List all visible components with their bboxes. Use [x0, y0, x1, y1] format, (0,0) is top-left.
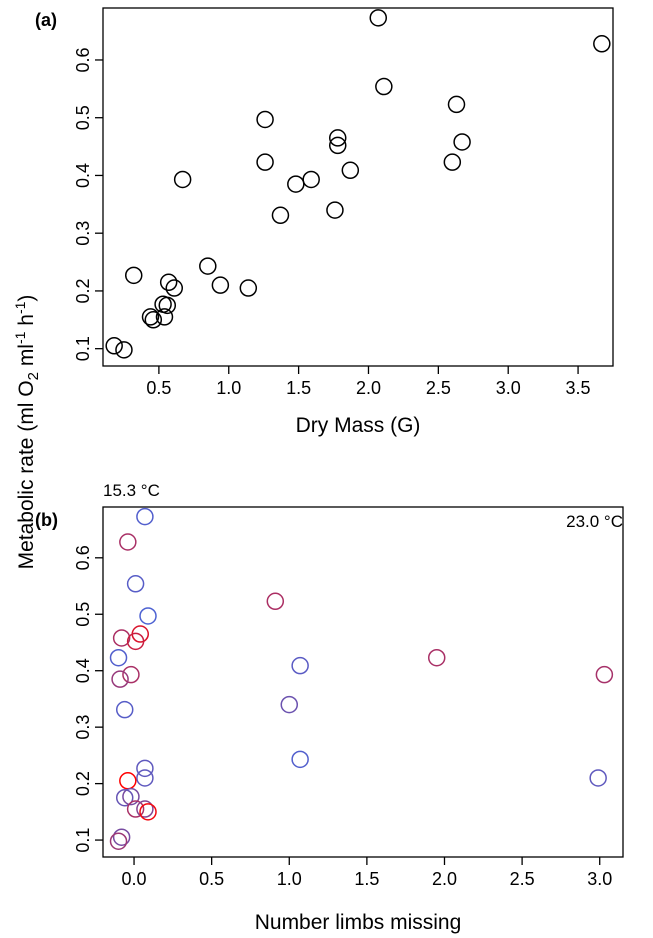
- ticks-b: 0.0 0.5 1.0 1.5 2.0 2.5 3.0 0.1 0.2 0.3 0.4 0.5 0.6: [73, 545, 612, 889]
- data-point: [165, 279, 184, 297]
- y-tick-label: 0.6: [73, 47, 93, 72]
- data-point: [136, 507, 154, 526]
- data-point: [126, 632, 145, 651]
- data-point: [593, 35, 611, 53]
- temperature-high-label: 23.0 °C: [566, 512, 623, 531]
- data-point: [122, 665, 140, 684]
- data-point: [328, 129, 347, 147]
- y-tick-label: 0.5: [73, 105, 93, 130]
- x-tick-label: 1.5: [286, 378, 311, 398]
- y-tick-label: 0.1: [73, 828, 93, 853]
- data-point: [595, 665, 614, 684]
- x-tick-label: 2.0: [432, 869, 457, 889]
- data-point: [119, 772, 137, 790]
- data-point: [291, 656, 309, 675]
- data-point: [115, 788, 134, 807]
- panel-label-b: (b): [35, 510, 58, 530]
- data-point: [271, 206, 290, 225]
- data-point: [291, 750, 309, 769]
- data-point: [375, 77, 393, 96]
- y-tick-label: 0.2: [73, 278, 93, 303]
- data-point: [287, 175, 305, 193]
- data-point: [326, 201, 344, 219]
- data-point: [453, 133, 471, 151]
- data-point: [109, 648, 128, 667]
- data-point: [126, 800, 145, 818]
- data-point: [328, 136, 347, 155]
- x-tick-label: 1.5: [354, 869, 379, 889]
- x-tick-label: 2.0: [356, 378, 381, 398]
- y-tick-label: 0.6: [73, 545, 93, 570]
- x-tick-label: 0.5: [199, 869, 224, 889]
- data-point: [369, 9, 388, 27]
- points-b: [109, 507, 614, 850]
- data-point: [112, 828, 131, 846]
- data-point: [280, 695, 299, 714]
- data-point: [302, 170, 320, 189]
- data-point: [341, 161, 360, 180]
- data-point: [126, 575, 145, 593]
- x-tick-label: 2.5: [510, 869, 535, 889]
- data-point: [589, 769, 607, 787]
- data-point: [139, 607, 157, 625]
- data-point: [159, 273, 178, 292]
- data-point: [136, 769, 154, 787]
- points-a: [105, 9, 611, 359]
- data-point: [124, 266, 143, 285]
- data-point: [199, 257, 217, 275]
- data-point: [112, 629, 131, 647]
- panel-b: (b) 0.0 0.5 1.0 1.5 2.0 2.5 3.0 0.1 0.2 0.3 0.4 0.5…: [35, 506, 624, 934]
- data-point: [256, 110, 274, 129]
- x-tick-label: 1.0: [216, 378, 241, 398]
- data-point: [122, 787, 140, 806]
- y-tick-label: 0.3: [73, 715, 93, 740]
- data-point: [239, 279, 258, 297]
- data-point: [427, 648, 446, 667]
- y-tick-label: 0.1: [73, 336, 93, 361]
- data-point: [119, 533, 137, 551]
- data-point: [115, 700, 134, 719]
- y-tick-label: 0.4: [73, 163, 93, 188]
- data-point: [256, 153, 274, 171]
- data-point: [211, 276, 230, 294]
- y-tick-label: 0.4: [73, 658, 93, 683]
- data-point: [447, 95, 466, 114]
- data-point: [111, 670, 129, 688]
- y-tick-label: 0.5: [73, 602, 93, 627]
- y-tick-label: 0.3: [73, 221, 93, 246]
- plot-frame-a: [102, 7, 614, 367]
- panel-a: (a) 0.5 1.0 1.5 2.0 2.5 3.0 3.50.10.20.30.40.5…: [35, 7, 614, 437]
- data-point: [109, 832, 128, 850]
- x-tick-label: 1.0: [277, 869, 302, 889]
- x-tick-label: 3.0: [496, 378, 521, 398]
- y-axis-title: Metabolic rate (ml O2 ml-1 h-1): [12, 295, 42, 570]
- x-tick-label: 2.5: [426, 378, 451, 398]
- data-point: [443, 153, 462, 171]
- x-tick-label: 0.0: [122, 869, 147, 889]
- data-point: [136, 800, 154, 818]
- data-point: [155, 308, 174, 326]
- data-point: [158, 296, 177, 315]
- data-point: [173, 170, 192, 189]
- data-point: [144, 311, 163, 329]
- x-axis-title-a: Dry Mass (G): [296, 414, 421, 437]
- y-tick-label: 0.2: [73, 771, 93, 796]
- temperature-low-label: 15.3 °C: [103, 481, 160, 500]
- panel-label-a: (a): [35, 10, 57, 30]
- ticks-a: 0.5 1.0 1.5 2.0 2.5 3.0 3.5 0.1 0.2 0.3 0.4 0.5 0.6: [73, 47, 591, 398]
- x-axis-title-b: Number limbs missing: [255, 911, 462, 934]
- x-tick-label: 3.0: [587, 869, 612, 889]
- temperature-color-scale: 15.3 °C 23.0 °C: [100, 458, 630, 531]
- x-tick-label: 0.5: [146, 378, 171, 398]
- data-point: [105, 337, 123, 355]
- x-tick-label: 3.5: [566, 378, 591, 398]
- data-point: [141, 308, 160, 326]
- plot-frame-b: [102, 506, 624, 858]
- data-point: [136, 759, 154, 778]
- data-point: [115, 341, 133, 359]
- data-point: [266, 592, 285, 611]
- data-point: [139, 803, 157, 821]
